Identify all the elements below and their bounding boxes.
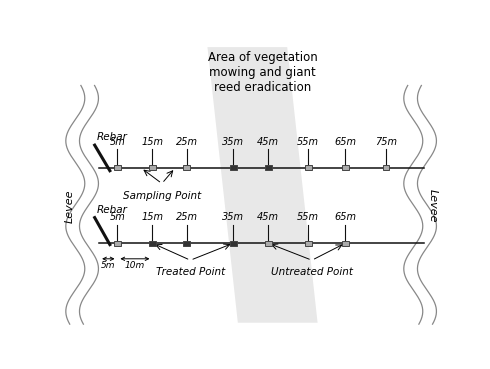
Bar — [230, 165, 237, 170]
Text: 45m: 45m — [257, 137, 279, 147]
Text: Rebar: Rebar — [97, 132, 127, 142]
Bar — [149, 241, 156, 246]
Text: 15m: 15m — [142, 137, 163, 147]
Text: 25m: 25m — [175, 137, 197, 147]
Text: 25m: 25m — [175, 213, 197, 223]
Text: 45m: 45m — [257, 213, 279, 223]
Bar — [305, 165, 312, 170]
Text: Levee: Levee — [428, 190, 438, 223]
Text: 65m: 65m — [334, 213, 356, 223]
Bar — [383, 165, 390, 170]
Text: 10m: 10m — [125, 261, 145, 270]
Bar — [265, 165, 271, 170]
Text: Levee: Levee — [65, 190, 74, 223]
Text: Untreated Point: Untreated Point — [271, 267, 353, 277]
Text: 55m: 55m — [297, 213, 319, 223]
Bar — [183, 165, 190, 170]
Bar — [183, 241, 190, 246]
Bar — [230, 241, 237, 246]
Text: Sampling Point: Sampling Point — [123, 191, 201, 201]
Text: 55m: 55m — [297, 137, 319, 147]
Bar — [114, 165, 121, 170]
Text: 15m: 15m — [142, 213, 163, 223]
Text: 75m: 75m — [375, 137, 397, 147]
Text: Area of vegetation
mowing and giant
reed eradication: Area of vegetation mowing and giant reed… — [208, 51, 318, 94]
Bar — [149, 165, 156, 170]
Bar — [114, 241, 121, 246]
Bar — [342, 165, 349, 170]
Text: 5m: 5m — [101, 261, 116, 270]
Text: 65m: 65m — [334, 137, 356, 147]
Bar — [265, 241, 271, 246]
Bar — [342, 241, 349, 246]
Text: 35m: 35m — [222, 213, 245, 223]
Text: Rebar: Rebar — [97, 205, 127, 215]
Text: 5m: 5m — [110, 137, 125, 147]
Polygon shape — [207, 47, 318, 323]
Text: Treated Point: Treated Point — [156, 267, 225, 277]
Text: 35m: 35m — [222, 137, 245, 147]
Text: 5m: 5m — [110, 213, 125, 223]
Bar — [305, 241, 312, 246]
